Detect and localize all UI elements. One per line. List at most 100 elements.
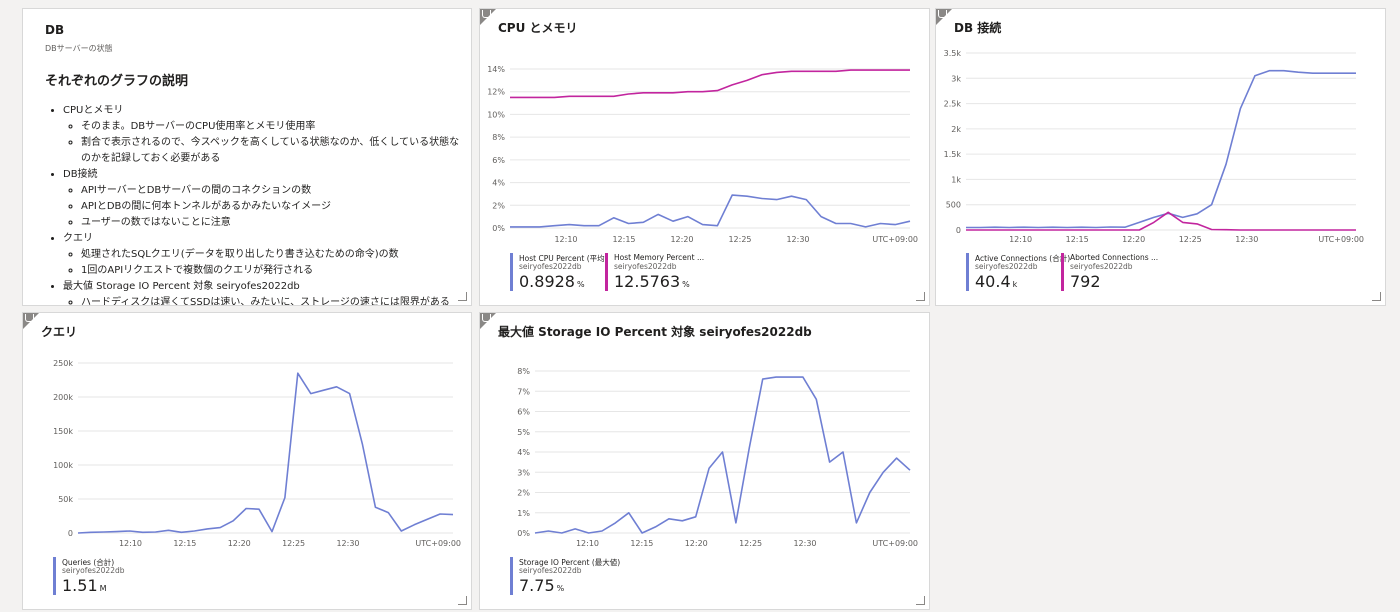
db-sub-item: 処理されたSQLクエリ(データを取り出したり書き込むための命令)の数 — [81, 247, 461, 263]
legend-value: 12.5763% — [614, 272, 690, 291]
y-tick-label: 0 — [68, 529, 73, 538]
x-tick-label: 12:20 — [685, 539, 708, 548]
db-connections-tile[interactable]: DB 接続 0 500 1k 1.5k 2k 2.5k 3k 3.5k 12:10 12:15 12… — [935, 8, 1386, 306]
legend-item[interactable]: Storage IO Percent (最大値) seiryofes2022db 7… — [510, 557, 620, 597]
db-list-item: DB接続 APIサーバーとDBサーバーの間のコネクションの数APIとDBの間に何本… — [63, 167, 461, 231]
db-markdown: DB DBサーバーの状態 それぞれのグラフの説明 CPUとメモリそのまま。DBサ… — [45, 23, 461, 305]
filter-icon — [480, 9, 496, 25]
legend-item[interactable]: Host Memory Percent ... seiryofes2022db 12… — [605, 253, 704, 293]
legend-name: Active Connections (合計) — [975, 254, 1071, 263]
legend-item[interactable]: Active Connections (合計) seiryofes2022db 40… — [966, 253, 1070, 293]
x-tick-label: 12:25 — [728, 235, 751, 244]
legend-name: Host Memory Percent ... — [614, 253, 705, 262]
x-tick-label: 12:20 — [670, 235, 693, 244]
db-sub-item: ユーザーの数ではないことに注意 — [81, 215, 461, 231]
resize-handle[interactable] — [458, 596, 467, 605]
x-tick-label: 12:30 — [786, 235, 809, 244]
storage-io-tile[interactable]: 最大値 Storage IO Percent 対象 seiryofes2022d… — [479, 312, 930, 610]
y-tick-label: 2k — [951, 125, 961, 134]
legend-value-unit: % — [556, 584, 565, 593]
legend-name: Host CPU Percent (平均) — [519, 254, 608, 263]
legend-resource: seiryofes2022db — [519, 262, 582, 271]
db-list-item: 最大値 Storage IO Percent 対象 seiryofes2022d… — [63, 279, 461, 305]
legend-value-number: 12.5763 — [614, 272, 681, 291]
x-tick-label: 12:20 — [228, 539, 251, 548]
legend-value-unit: % — [682, 280, 690, 289]
resize-handle[interactable] — [458, 292, 467, 301]
legend-value: 40.4 k — [975, 272, 1017, 291]
y-tick-label: 1.5k — [944, 150, 962, 159]
legend-resource: seiryofes2022db — [62, 566, 125, 575]
y-tick-label: 6% — [492, 156, 505, 165]
y-tick-label: 200k — [53, 393, 73, 402]
x-tick-label: 12:30 — [1235, 235, 1258, 244]
legend-value-number: 1.51 — [62, 576, 98, 595]
x-tick-label: 12:15 — [612, 235, 635, 244]
y-tick-label: 14% — [487, 65, 505, 74]
y-tick-label: 100k — [53, 461, 73, 470]
y-tick-label: 2.5k — [944, 100, 962, 109]
y-tick-label: 1% — [517, 509, 530, 518]
db-list-item-text: DB接続 — [63, 169, 98, 180]
y-tick-label: 0 — [956, 226, 961, 235]
legend-value: 792 — [1070, 272, 1103, 291]
y-tick-label: 50k — [58, 495, 73, 504]
resize-handle[interactable] — [916, 292, 925, 301]
x-tick-label: 12:10 — [576, 539, 599, 548]
query-title: クエリ — [41, 325, 78, 339]
db-sub-item: 割合で表示されるので、今スペックを高くしている状態なのか、低くしている状態なのか… — [81, 135, 461, 167]
db-list-item: クエリ処理されたSQLクエリ(データを取り出したり書き込むための命令)の数1回の… — [63, 231, 461, 279]
db-sub-item: 1回のAPIリクエストで複数個のクエリが発行される — [81, 263, 461, 279]
filter-icon — [23, 313, 39, 329]
resize-handle[interactable] — [916, 596, 925, 605]
legend-item[interactable]: Queries (合計) seiryofes2022db 1.51 M — [53, 557, 143, 597]
legend-value-unit: k — [1012, 280, 1018, 289]
y-tick-label: 5% — [517, 428, 530, 437]
legend-value-number: 792 — [1070, 272, 1101, 291]
y-tick-label: 1k — [951, 175, 961, 184]
x-tick-label: 12:25 — [739, 539, 762, 548]
legend-value-unit: % — [576, 280, 585, 289]
y-tick-label: 150k — [53, 427, 73, 436]
y-tick-label: 250k — [53, 359, 73, 368]
legend-value-number: 40.4 — [975, 272, 1011, 291]
legend-resource: seiryofes2022db — [519, 566, 582, 575]
legend-color-bar — [510, 253, 513, 291]
resize-handle[interactable] — [1372, 292, 1381, 301]
y-tick-label: 3% — [517, 468, 530, 477]
db-list-item-text: 最大値 Storage IO Percent 対象 seiryofes2022d… — [63, 281, 300, 292]
legend-value: 7.75% — [519, 576, 564, 595]
legend-item[interactable]: Aborted Connections ... seiryofes2022db 79… — [1061, 253, 1158, 293]
cpu-memory-chart: 0% 2% 4% 6% 8% 10% 12% 14% 12:10 12:15 12:20 12:25 1… — [487, 65, 918, 244]
storage-io-title: 最大値 Storage IO Percent 対象 seiryofes2022d… — [498, 325, 812, 339]
storage-io-chart: 0% 1% 2% 3% 4% 5% 6% 7% 8% 12:10 12:15 12:20 12:25 12… — [517, 367, 918, 548]
y-tick-label: 12% — [487, 88, 505, 97]
timezone-label: UTC+09:00 — [415, 539, 461, 548]
db-sub-item: APIサーバーとDBサーバーの間のコネクションの数 — [81, 183, 461, 199]
x-tick-label: 12:10 — [119, 539, 142, 548]
x-tick-label: 12:20 — [1122, 235, 1145, 244]
x-tick-label: 12:30 — [336, 539, 359, 548]
y-tick-label: 6% — [517, 408, 530, 417]
y-tick-label: 8% — [492, 133, 505, 142]
series-line-primary — [77, 372, 454, 534]
filter-icon — [480, 313, 496, 329]
db-connections-title: DB 接続 — [954, 21, 1002, 35]
legend-resource: seiryofes2022db — [1070, 262, 1133, 271]
db-heading: それぞれのグラフの説明 — [45, 74, 189, 89]
legend-value-number: 0.8928 — [519, 272, 575, 291]
legend-color-bar — [1061, 253, 1064, 291]
x-tick-label: 12:15 — [173, 539, 196, 548]
x-tick-label: 12:15 — [1066, 235, 1089, 244]
query-tile[interactable]: クエリ 0 50k 100k 150k 200k 250k 12:10 12:15 12:20 1… — [22, 312, 472, 610]
y-tick-label: 500 — [946, 201, 961, 210]
x-tick-label: 12:25 — [282, 539, 305, 548]
series-line-secondary — [966, 211, 1356, 231]
cpu-memory-tile[interactable]: CPU とメモリ 0% 2% 4% 6% 8% 10% 12% 14% 12:10 12:15 12… — [479, 8, 930, 306]
legend-item[interactable]: Host CPU Percent (平均) seiryofes2022db 0.89… — [510, 253, 608, 293]
legend-color-bar — [53, 557, 56, 595]
y-tick-label: 3k — [951, 74, 961, 83]
timezone-label: UTC+09:00 — [1318, 235, 1364, 244]
db-connections-chart: 0 500 1k 1.5k 2k 2.5k 3k 3.5k 12:10 12:15 12:20 12:… — [944, 49, 1364, 244]
timezone-label: UTC+09:00 — [872, 539, 918, 548]
